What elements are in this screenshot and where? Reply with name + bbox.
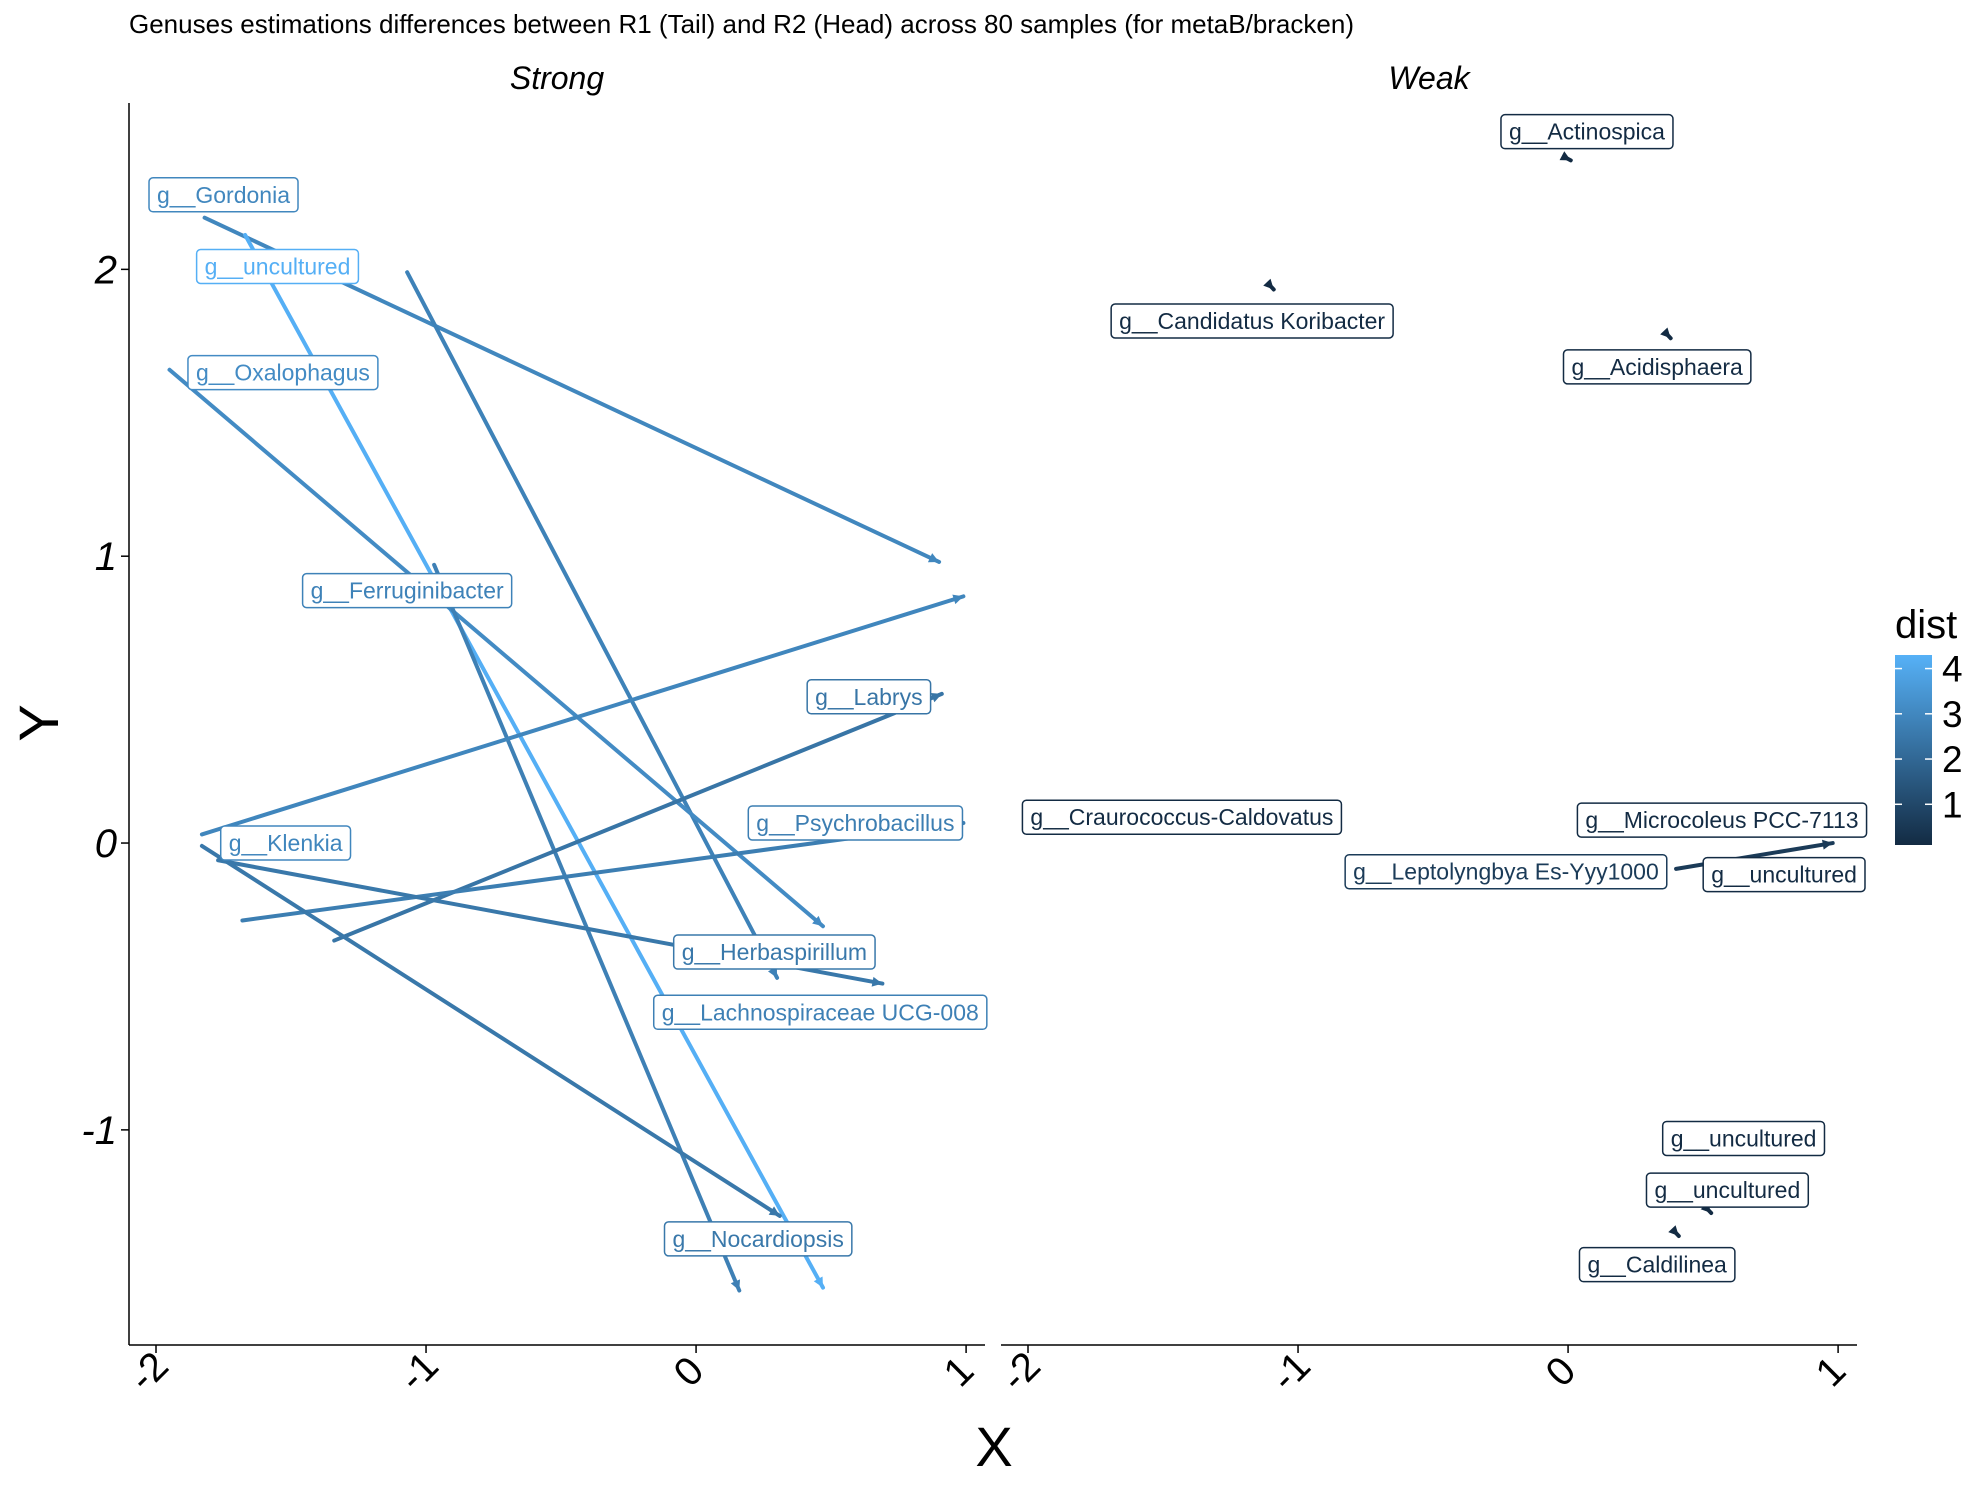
label-text: g__Candidatus Koribacter (1119, 308, 1385, 334)
legend-tick-label: 4 (1942, 649, 1963, 690)
legend-tick-label: 1 (1942, 784, 1963, 825)
label-text: g__uncultured (205, 253, 351, 279)
segment-arrowhead (1559, 151, 1571, 161)
segment-arrowhead (1660, 327, 1671, 339)
segment-arrowhead (1668, 1225, 1679, 1237)
label-text: g__Nocardiopsis (673, 1226, 844, 1252)
label-box (747, 805, 964, 841)
label-text: g__Gordonia (157, 182, 290, 208)
segment (1674, 841, 1835, 871)
legend-colorbar (1895, 655, 1932, 845)
point-label: g__Labrys (806, 679, 932, 715)
label-box (1661, 1120, 1826, 1157)
label-text: g__Klenkia (229, 830, 343, 856)
legend-tick-label: 3 (1942, 694, 1963, 735)
segment-arrowhead (730, 1279, 741, 1291)
label-box (301, 572, 513, 609)
label-box (195, 248, 360, 285)
label-box (1344, 853, 1668, 890)
label-text: g__Caldilinea (1587, 1252, 1727, 1278)
point-label: g__uncultured (1702, 856, 1866, 893)
y-tick-label: 2 (94, 248, 117, 292)
label-box (672, 934, 876, 970)
legend-tick-label: 2 (1942, 739, 1963, 780)
point-label: g__Leptolyngbya Es-Yyy1000 (1344, 853, 1668, 890)
label-text: g__Microcoleus PCC-7113 (1585, 807, 1858, 833)
segment-arrowhead (930, 693, 942, 703)
label-text: g__uncultured (1654, 1177, 1800, 1203)
label-box (1021, 799, 1343, 835)
point-label: g__uncultured (195, 248, 360, 285)
point-label: g__Oxalophagus (187, 354, 379, 391)
point-label: g__Nocardiopsis (663, 1221, 853, 1257)
label-box (1562, 349, 1752, 385)
label-text: g__Psychrobacillus (756, 810, 954, 836)
label-box (1110, 303, 1394, 339)
point-label: g__Klenkia (219, 825, 352, 861)
y-axis-label: Y (7, 704, 70, 741)
label-box (1645, 1172, 1810, 1208)
label-box (187, 354, 379, 391)
segment-arrowhead (812, 915, 823, 927)
label-box (148, 177, 299, 213)
label-box (663, 1221, 853, 1257)
segment-arrowhead (1822, 839, 1833, 850)
facet-strip-label: Weak (1388, 60, 1471, 96)
label-text: g__Craurococcus-Caldovatus (1030, 804, 1333, 830)
segment-arrowhead (1263, 278, 1274, 290)
segment (405, 270, 780, 980)
facet-strip-label: Strong (510, 60, 604, 96)
label-box (806, 679, 932, 715)
segment-arrowhead (768, 1206, 780, 1216)
segment (167, 367, 825, 929)
segment-arrowhead (952, 594, 964, 605)
chart-title: Genuses estimations differences between … (129, 9, 1354, 39)
label-box (1578, 1246, 1736, 1283)
segment (199, 594, 966, 837)
point-label: g__Lachnospiraceae UCG-008 (652, 994, 988, 1031)
y-tick-label: -1 (81, 1109, 117, 1153)
label-text: g__Actinospica (1509, 119, 1665, 145)
point-label: g__Gordonia (148, 177, 299, 213)
label-text: g__Ferruginibacter (311, 578, 504, 604)
point-label: g__Actinospica (1500, 113, 1674, 150)
segment (199, 843, 782, 1218)
label-text: g__Lachnospiraceae UCG-008 (662, 999, 979, 1025)
segment-arrowhead (813, 1276, 823, 1288)
label-box (652, 994, 988, 1031)
label-text: g__Acidisphaera (1572, 354, 1744, 380)
y-tick-label: 0 (95, 822, 117, 866)
point-label: g__uncultured (1661, 1120, 1826, 1157)
label-box (219, 825, 352, 861)
x-axis-label: X (975, 1415, 1012, 1478)
point-label: g__Psychrobacillus (747, 805, 964, 841)
point-label: g__Candidatus Koribacter (1110, 303, 1394, 339)
label-text: g__Labrys (815, 684, 922, 710)
label-text: g__Herbaspirillum (682, 939, 867, 965)
y-tick-label: 1 (95, 535, 117, 579)
label-text: g__uncultured (1671, 1125, 1817, 1151)
segment-arrowhead (871, 976, 883, 987)
segment (243, 232, 825, 1290)
label-text: g__uncultured (1711, 862, 1857, 888)
point-label: g__uncultured (1645, 1172, 1810, 1208)
legend-title: dist (1895, 603, 1957, 647)
segment-arrowhead (927, 553, 940, 563)
point-label: g__Microcoleus PCC-7113 (1576, 802, 1868, 838)
point-label: g__Caldilinea (1578, 1246, 1736, 1283)
point-label: g__Ferruginibacter (301, 572, 513, 609)
label-box (1576, 802, 1868, 838)
label-text: g__Leptolyngbya Es-Yyy1000 (1353, 859, 1659, 885)
label-box (1500, 113, 1674, 150)
label-text: g__Oxalophagus (196, 360, 370, 386)
point-label: g__Herbaspirillum (672, 934, 876, 970)
label-box (1702, 856, 1866, 893)
point-label: g__Acidisphaera (1562, 349, 1752, 385)
point-label: g__Craurococcus-Caldovatus (1021, 799, 1343, 835)
